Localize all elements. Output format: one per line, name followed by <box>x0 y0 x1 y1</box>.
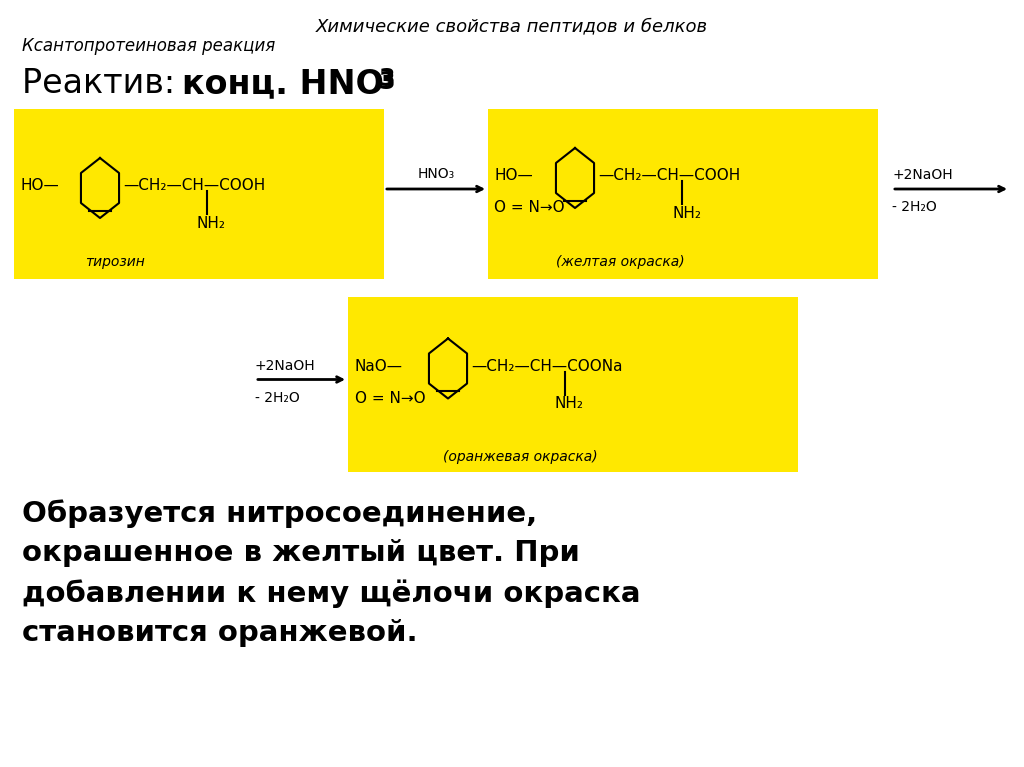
Bar <box>488 109 878 279</box>
Text: тирозин: тирозин <box>85 255 144 269</box>
Text: HNO₃: HNO₃ <box>418 167 455 181</box>
Text: HO—: HO— <box>494 169 532 183</box>
Text: Реактив:: Реактив: <box>22 67 185 100</box>
Text: NH₂: NH₂ <box>672 206 701 221</box>
Text: NH₂: NH₂ <box>197 216 226 231</box>
Text: 3: 3 <box>378 67 394 91</box>
Text: 3: 3 <box>378 70 394 94</box>
Bar <box>14 109 384 279</box>
Text: O = N→O: O = N→O <box>494 200 564 216</box>
Text: (оранжевая окраска): (оранжевая окраска) <box>442 450 597 464</box>
Text: окрашенное в желтый цвет. При: окрашенное в желтый цвет. При <box>22 539 580 567</box>
Text: NH₂: NH₂ <box>555 397 584 412</box>
Text: +2NaOH: +2NaOH <box>892 168 952 182</box>
Text: - 2H₂O: - 2H₂O <box>255 390 300 404</box>
Text: конц. HNO: конц. HNO <box>182 67 384 100</box>
Text: добавлении к нему щёлочи окраска: добавлении к нему щёлочи окраска <box>22 579 640 607</box>
Text: —CH₂—CH—COONa: —CH₂—CH—COONa <box>471 359 623 374</box>
Text: +2NaOH: +2NaOH <box>255 358 315 373</box>
Text: Образуется нитросоединение,: Образуется нитросоединение, <box>22 499 538 528</box>
Text: —CH₂—CH—COOH: —CH₂—CH—COOH <box>598 169 740 183</box>
Text: Химические свойства пептидов и белков: Химические свойства пептидов и белков <box>316 17 708 35</box>
Text: —CH₂—CH—COOH: —CH₂—CH—COOH <box>123 179 265 193</box>
Bar <box>348 297 798 472</box>
Text: становится оранжевой.: становится оранжевой. <box>22 619 418 647</box>
Text: NaO—: NaO— <box>355 359 403 374</box>
Text: HO—: HO— <box>20 179 58 193</box>
Text: (желтая окраска): (желтая окраска) <box>556 255 684 269</box>
Text: - 2H₂O: - 2H₂O <box>892 200 937 214</box>
Text: O = N→O: O = N→O <box>355 391 426 406</box>
Text: Ксантопротеиновая реакция: Ксантопротеиновая реакция <box>22 37 275 55</box>
